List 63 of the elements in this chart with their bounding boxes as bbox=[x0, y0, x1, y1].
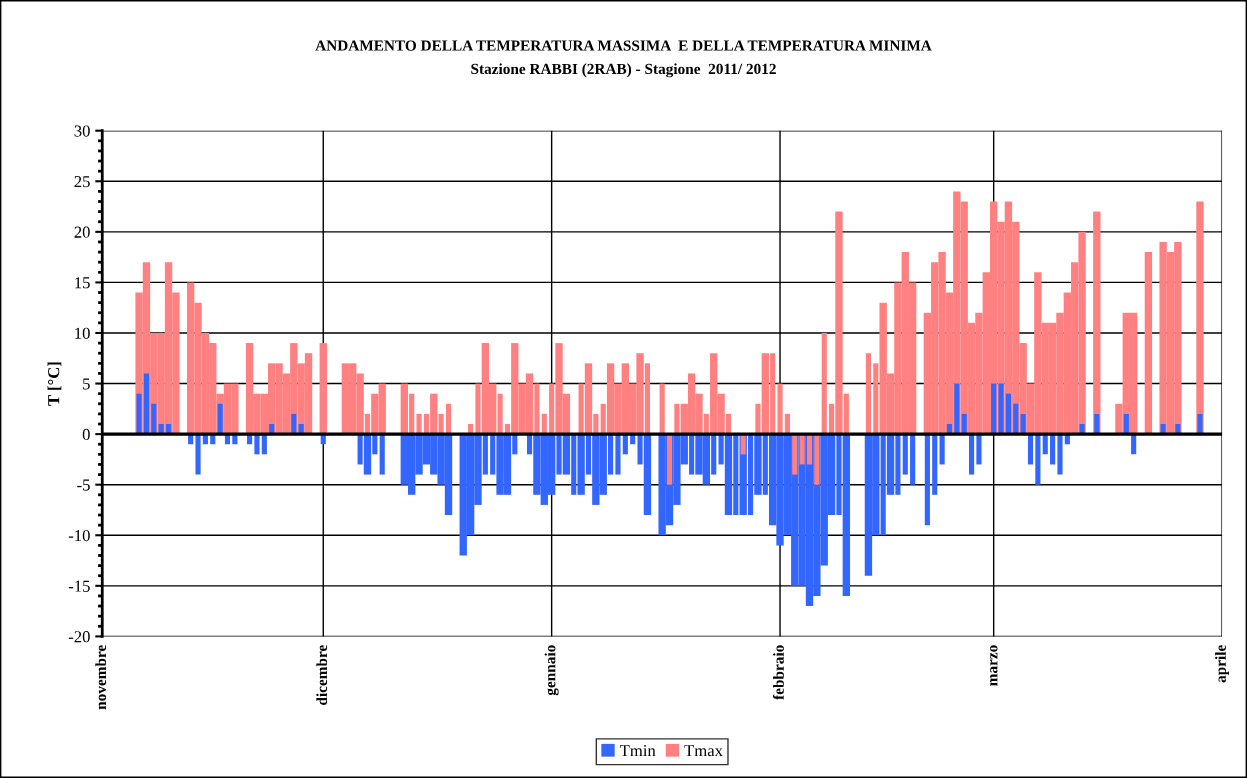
bar bbox=[319, 343, 327, 435]
bar bbox=[151, 403, 157, 435]
bar bbox=[1057, 434, 1063, 475]
bar bbox=[1196, 201, 1204, 435]
bar bbox=[910, 434, 916, 485]
bar bbox=[666, 434, 673, 485]
bar bbox=[1144, 252, 1153, 435]
y-tick-label: 15 bbox=[75, 277, 90, 289]
bar bbox=[1197, 413, 1203, 435]
x-tick-label: dicembre bbox=[316, 645, 328, 705]
x-tick-label: gennaio bbox=[544, 645, 559, 696]
y-tick-label: -5 bbox=[77, 479, 90, 491]
bar bbox=[195, 434, 201, 475]
legend-label: Tmax bbox=[684, 745, 723, 757]
bar bbox=[902, 434, 908, 475]
bar bbox=[814, 434, 820, 485]
bar bbox=[217, 403, 223, 435]
legend-label: Tmin bbox=[619, 745, 656, 757]
bar bbox=[379, 434, 385, 475]
y-tick-label: 20 bbox=[74, 226, 90, 238]
bar bbox=[806, 434, 813, 465]
y-tick-label: 5 bbox=[83, 378, 90, 390]
y-tick-label: -20 bbox=[68, 631, 90, 643]
x-tick-label: novembre bbox=[95, 645, 107, 710]
y-axis-title: T [°C] bbox=[47, 362, 62, 406]
y-tick-label: 25 bbox=[74, 176, 90, 188]
bar bbox=[777, 383, 783, 435]
y-tick-label: 10 bbox=[75, 327, 90, 339]
bar bbox=[445, 403, 452, 435]
bar bbox=[674, 403, 680, 435]
bar bbox=[1050, 434, 1056, 465]
bar bbox=[1005, 393, 1011, 435]
bar bbox=[991, 383, 997, 435]
bar bbox=[792, 434, 798, 475]
bar bbox=[659, 383, 665, 435]
x-tick-label: marzo bbox=[990, 645, 998, 686]
x-tick-label: febbraio bbox=[772, 645, 784, 700]
bar bbox=[799, 434, 805, 465]
y-tick-label: -10 bbox=[68, 529, 90, 542]
bar bbox=[497, 393, 503, 435]
bar bbox=[143, 373, 150, 435]
bar bbox=[939, 434, 945, 465]
bar bbox=[1035, 434, 1041, 485]
bar bbox=[254, 434, 260, 455]
y-tick-label: -15 bbox=[68, 580, 90, 592]
bar bbox=[1027, 434, 1034, 465]
x-tick-label: aprile bbox=[1215, 645, 1229, 683]
bar bbox=[416, 413, 422, 435]
y-tick-label: 0 bbox=[82, 428, 90, 441]
y-tick-label: 30 bbox=[74, 125, 90, 137]
bar bbox=[615, 434, 621, 475]
bar bbox=[1013, 403, 1019, 435]
bar bbox=[865, 353, 872, 435]
bar bbox=[976, 434, 982, 465]
bar bbox=[932, 434, 938, 495]
bar bbox=[821, 332, 827, 435]
chart-subtitle: Stazione RABBI (2RAB) - Stagione 2011/ 2012 bbox=[471, 63, 776, 78]
bar bbox=[969, 434, 975, 475]
bar bbox=[924, 434, 930, 526]
chart-title: ANDAMENTO DELLA TEMPERATURA MASSIMA E DELLA TEMPERATURA MINIMA bbox=[315, 40, 932, 51]
bar bbox=[998, 383, 1004, 435]
bar bbox=[1093, 211, 1101, 435]
bar bbox=[136, 393, 142, 435]
